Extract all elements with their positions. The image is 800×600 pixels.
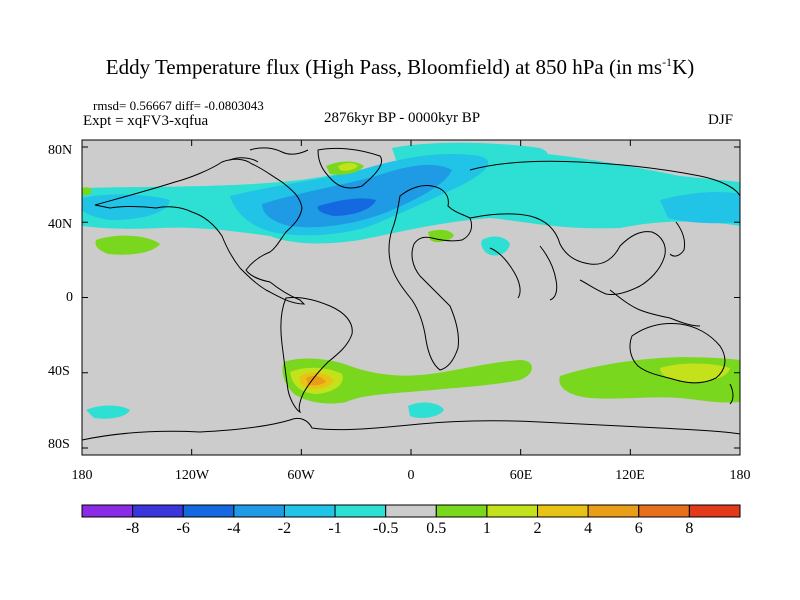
coastlines <box>81 147 741 441</box>
stats-text: rmsd= 0.56667 diff= -0.0803043 <box>93 98 264 113</box>
coast-arctic-islands <box>229 147 309 163</box>
colorbar-swatch <box>233 504 285 518</box>
coast-greenland <box>317 147 382 189</box>
coast-south-america <box>280 297 353 414</box>
colorbar-swatch <box>81 504 134 518</box>
colorbar-label: 0.5 <box>426 520 447 537</box>
coast-north-america <box>94 158 306 305</box>
colorbar-swatch <box>638 504 690 518</box>
coast-europe-africa <box>388 185 473 371</box>
map-fields <box>82 140 740 455</box>
lon-label-180e: 180 <box>729 468 751 483</box>
colorbar-label: -4 <box>227 520 241 537</box>
colorbar-label: -6 <box>176 520 190 537</box>
colorbar-label: -8 <box>125 520 140 537</box>
title-text-end: K) <box>672 55 695 79</box>
title-text: Eddy Temperature flux (High Pass, Bloomf… <box>105 55 663 79</box>
colorbar-label: 4 <box>584 520 593 537</box>
lon-label-0: 0 <box>407 468 415 483</box>
coast-asia <box>469 160 741 295</box>
colorbar-label: -2 <box>277 520 292 537</box>
colorbar <box>81 504 741 518</box>
lightblue-north-pacific <box>82 194 170 220</box>
colorbar-swatch <box>132 504 184 518</box>
colorbar-label: 1 <box>482 520 491 537</box>
colorbar-label: -1 <box>328 520 342 537</box>
lat-label-80n: 80N <box>48 143 73 158</box>
cyan-middle-east <box>481 236 510 256</box>
chart-title: Eddy Temperature flux (High Pass, Bloomf… <box>0 55 800 80</box>
colorbar-swatch <box>334 504 387 518</box>
colorbar-label: 6 <box>634 520 643 537</box>
colorbar-label: -0.5 <box>373 520 399 537</box>
lat-label-0: 0 <box>66 290 73 305</box>
lon-label-180w: 180 <box>71 468 93 483</box>
colorbar-swatch <box>587 504 640 518</box>
green-south-america-africa-band <box>282 358 532 404</box>
lon-label-60w: 60W <box>287 468 315 483</box>
coast-australia <box>629 323 726 384</box>
cyan-southern-pacific <box>86 405 130 419</box>
coast-new-zealand <box>729 383 734 405</box>
colorbar-swatch <box>385 504 437 518</box>
green-north-pacific-small <box>82 187 92 196</box>
colorbar-label: 2 <box>533 520 542 537</box>
lon-label-60e: 60E <box>509 468 533 483</box>
darkorange-south-atlantic-spot <box>306 375 326 386</box>
yellow-greenland-spot <box>338 163 358 171</box>
experiment-label: Expt = xqFV3-xqfua <box>83 113 209 129</box>
coast-southeast-asia <box>609 289 701 327</box>
title-superscript: -1 <box>662 55 673 69</box>
positive-anomaly-regions <box>82 161 740 404</box>
blue-north-atlantic-core <box>262 164 452 228</box>
axis-ticks <box>81 140 741 455</box>
yellow-southern-australia <box>660 363 730 382</box>
colorbar-swatch <box>283 504 336 518</box>
cyan-north-asia <box>540 174 630 194</box>
season-label: DJF <box>708 112 734 128</box>
negative-anomaly-regions <box>82 142 740 419</box>
lat-label-80s: 80S <box>48 437 70 452</box>
darkblue-north-atlantic-spot <box>317 198 376 216</box>
lat-label-40s: 40S <box>48 364 70 379</box>
colorbar-swatch <box>486 504 539 518</box>
period-label: 2876kyr BP - 0000kyr BP <box>324 110 481 126</box>
coast-japan <box>669 221 685 257</box>
green-subtropical-pacific <box>95 235 160 255</box>
coast-antarctica <box>81 417 741 441</box>
lon-label-120w: 120W <box>174 468 210 483</box>
colorbar-swatch <box>435 504 488 518</box>
cyan-south-atlantic <box>408 402 444 418</box>
lat-label-40n: 40N <box>48 217 73 232</box>
colorbar-swatch <box>537 504 589 518</box>
lon-label-120e: 120E <box>615 468 645 483</box>
colorbar-swatch <box>182 504 235 518</box>
coast-india-arabia <box>489 245 558 301</box>
colorbar-swatch <box>688 504 741 518</box>
colorbar-label: 8 <box>685 520 694 537</box>
lightblue-north-pacific-east <box>660 192 740 224</box>
